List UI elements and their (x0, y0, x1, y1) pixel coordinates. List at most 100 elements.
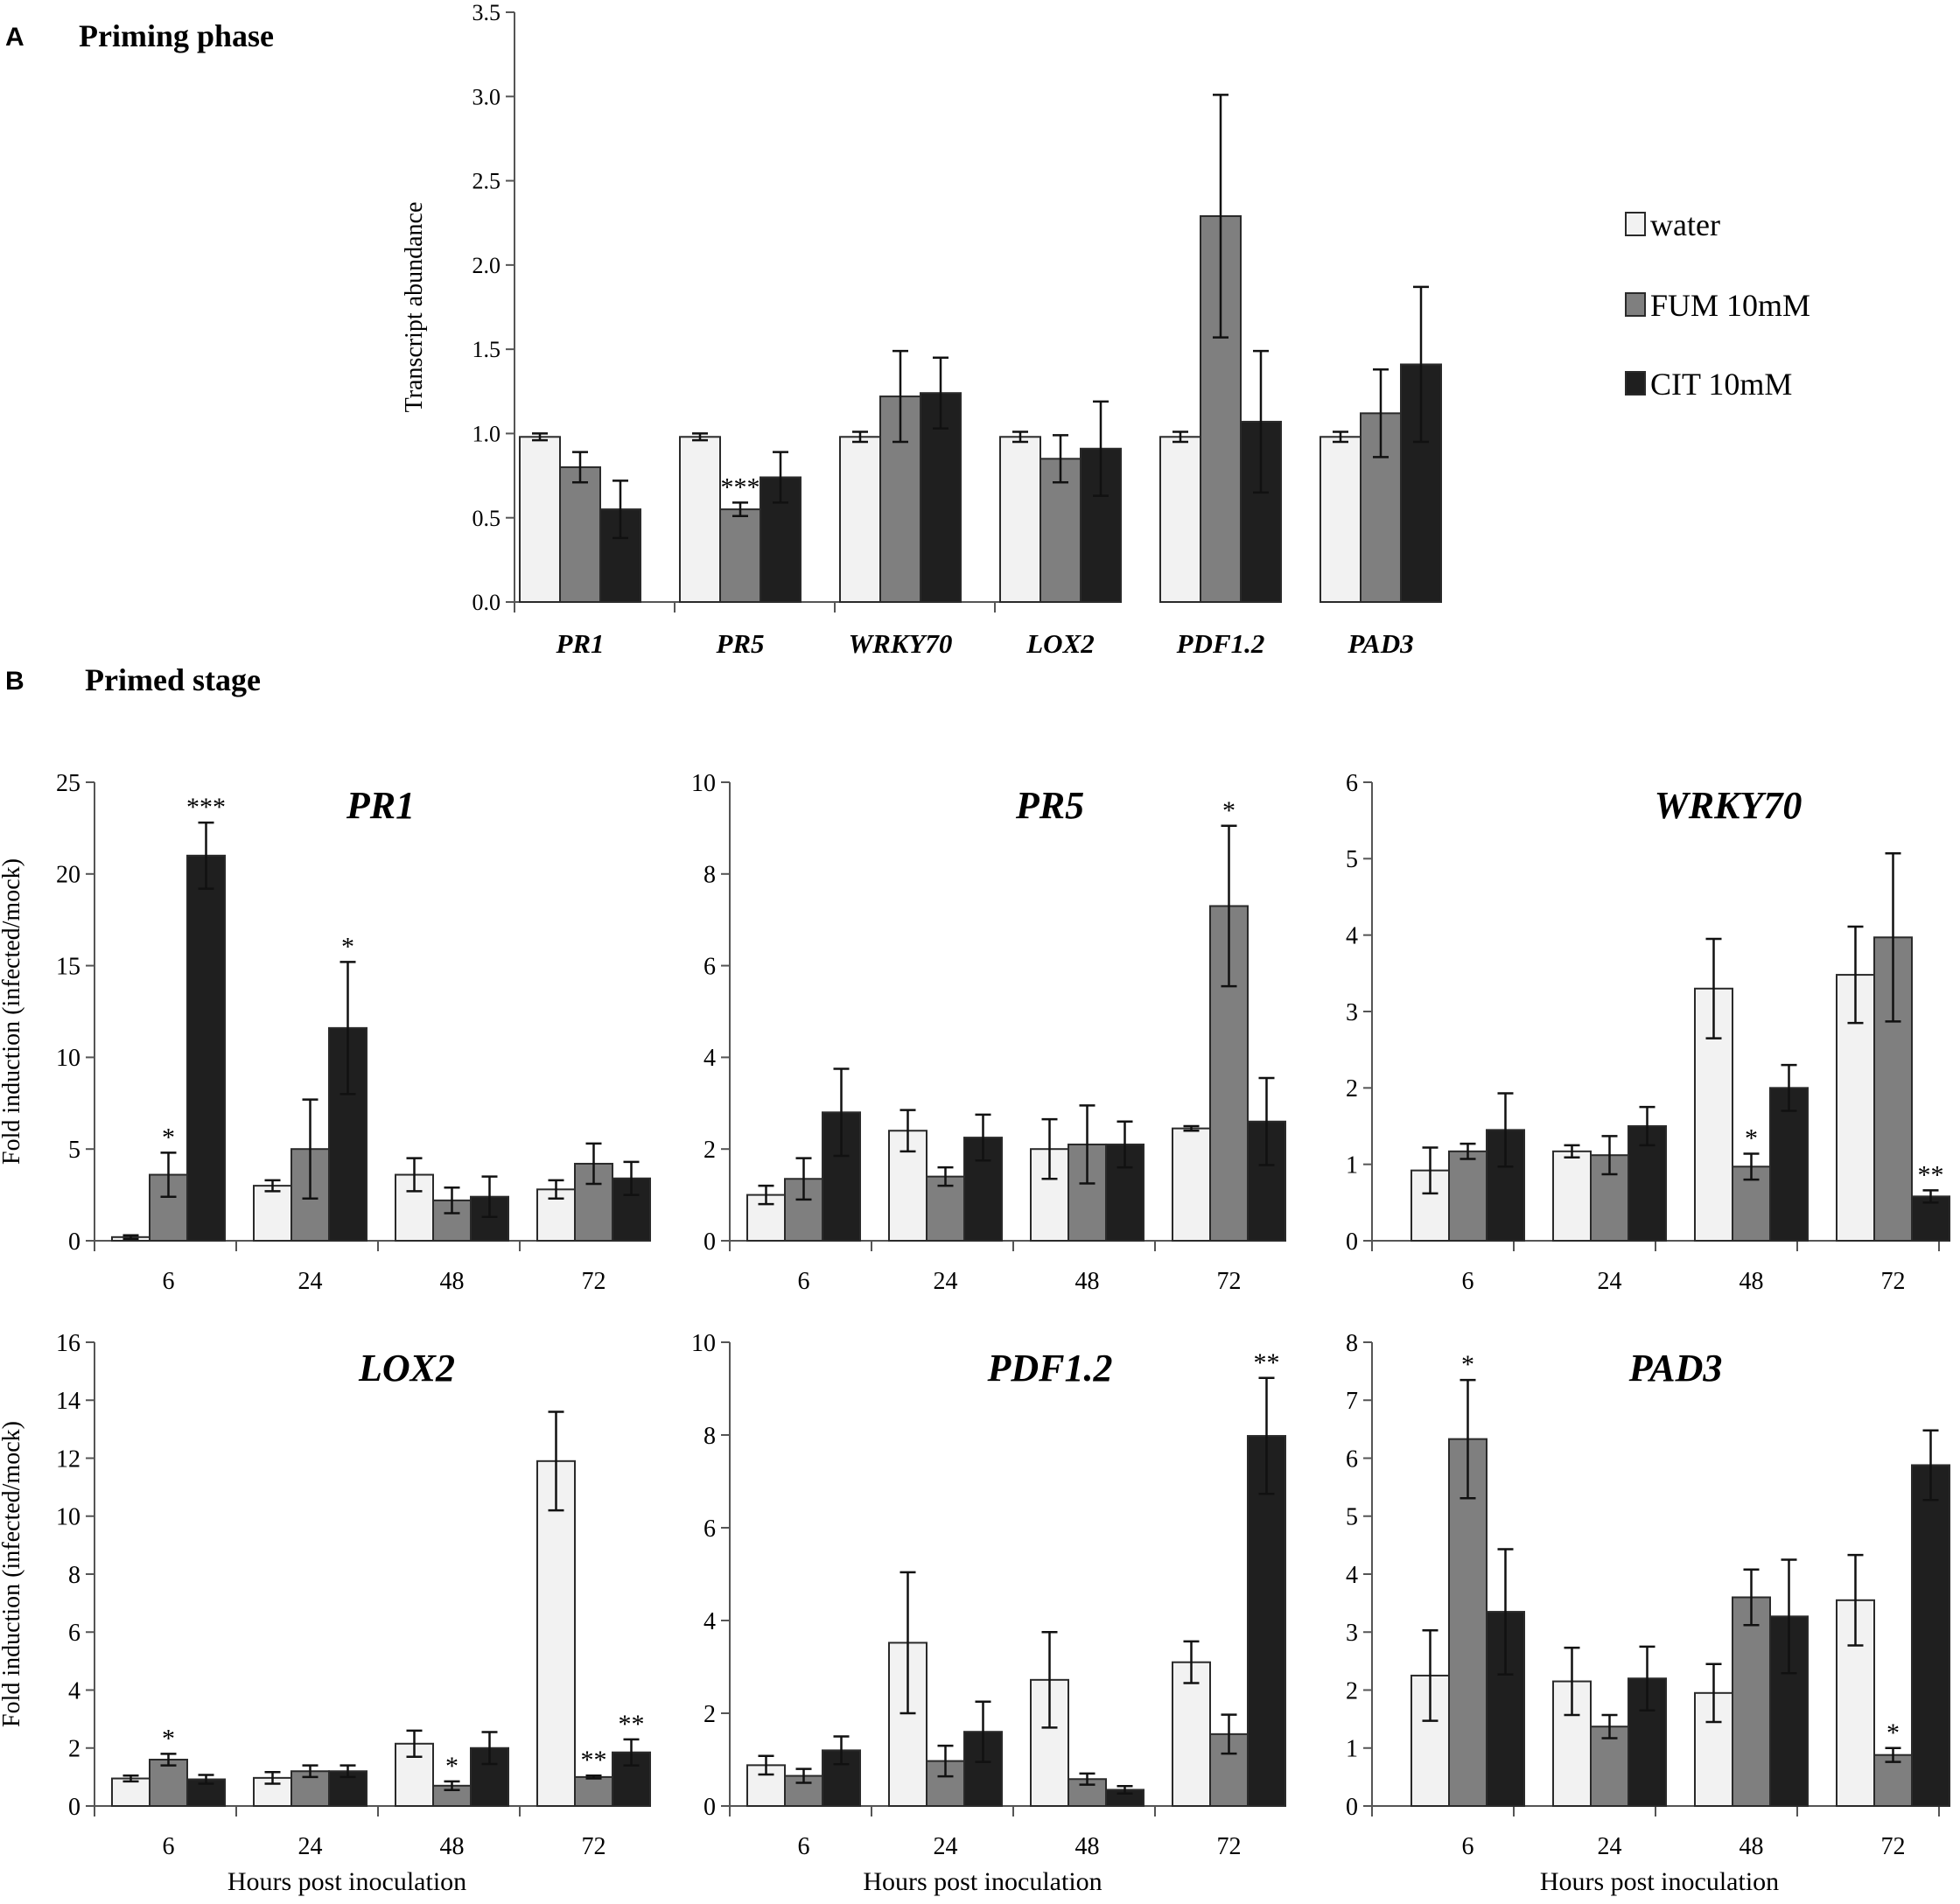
pad3-y-tick-label: 0 (1346, 1794, 1358, 1821)
pr5-bar (1105, 1143, 1144, 1242)
pr1-category-label: 48 (440, 1268, 465, 1295)
pr1-y-tick-label: 20 (56, 862, 80, 889)
lox2-y-tick-label: 12 (56, 1446, 80, 1473)
priming-y-tick-label: 2.0 (472, 253, 501, 278)
priming-category-label: PR1 (555, 628, 604, 659)
wrky70-significance-label: ** (1918, 1160, 1944, 1189)
wrky70-y-tick-label: 5 (1346, 846, 1358, 873)
pad3-y-tick-label: 7 (1346, 1388, 1358, 1415)
pr1-bar (328, 1026, 368, 1242)
priming-legend-swatch (1625, 371, 1646, 396)
pr1-bar (253, 1185, 292, 1242)
priming-bar (999, 436, 1041, 603)
lox2-y-tick-label: 14 (56, 1388, 80, 1415)
lox2-chart-title: LOX2 (358, 1347, 455, 1390)
priming-legend-swatch (1625, 212, 1646, 236)
pad3-significance-label: * (1461, 1350, 1474, 1379)
pad3-category-label: 24 (1598, 1833, 1622, 1860)
lox2-significance-label: ** (619, 1710, 645, 1739)
priming-bar (839, 436, 881, 603)
pr1-category-label: 24 (298, 1268, 323, 1295)
wrky70-chart-title: WRKY70 (1655, 784, 1802, 827)
pdf12-category-label: 24 (934, 1833, 958, 1860)
lox2-bar (395, 1742, 434, 1807)
pr5-y-tick-label: 6 (704, 953, 716, 980)
lox2-bar (111, 1777, 150, 1807)
wrky70-category-label: 72 (1881, 1268, 1906, 1295)
panel-a-letter: A (5, 23, 24, 52)
priming-significance-label: *** (721, 472, 760, 501)
lox2-category-label: 24 (298, 1833, 323, 1860)
priming-y-tick-label: 2.5 (472, 169, 501, 194)
wrky70-y-tick-label: 4 (1346, 922, 1358, 949)
pdf12-y-tick-label: 6 (704, 1516, 716, 1543)
pdf12-bar (1247, 1435, 1286, 1808)
wrky70-category-label: 6 (1462, 1268, 1474, 1295)
priming-category-label: WRKY70 (849, 628, 953, 659)
priming-y-tick-label: 3.5 (472, 0, 501, 25)
priming-bar (1320, 436, 1362, 603)
panel-b-letter: B (5, 667, 24, 696)
priming-bar (679, 436, 721, 603)
lox2-significance-label: * (162, 1724, 175, 1753)
wrky70-y-tick-label: 6 (1346, 770, 1358, 797)
pdf12-y-tick-label: 8 (704, 1423, 716, 1450)
wrky70-category-label: 24 (1598, 1268, 1622, 1295)
priming-legend-label: water (1650, 207, 1720, 242)
pdf12-x-axis-label: Hours post inoculation (863, 1867, 1102, 1896)
pad3-y-tick-label: 2 (1346, 1677, 1358, 1704)
pad3-y-tick-label: 4 (1346, 1562, 1358, 1589)
pr5-category-label: 48 (1075, 1268, 1100, 1295)
wrky70-bar (1769, 1087, 1809, 1242)
lox2-y-tick-label: 10 (56, 1504, 80, 1531)
pad3-significance-label: * (1886, 1718, 1900, 1747)
pr1-category-label: 72 (582, 1268, 606, 1295)
priming-y-tick-label: 1.0 (472, 422, 501, 447)
pr5-bar (926, 1175, 965, 1242)
pr5-category-label: 24 (934, 1268, 958, 1295)
wrky70-y-tick-label: 0 (1346, 1228, 1358, 1256)
lox2-bar (149, 1759, 188, 1807)
priming-category-label: PDF1.2 (1176, 628, 1265, 659)
pad3-bar (1732, 1596, 1771, 1807)
pad3-y-tick-label: 1 (1346, 1736, 1358, 1763)
lox2-category-label: 48 (440, 1833, 465, 1860)
pr1-chart-title: PR1 (346, 784, 415, 827)
lox2-category-label: 6 (163, 1833, 175, 1860)
pr1-y-tick-label: 10 (56, 1045, 80, 1072)
priming-y-tick-label: 0.0 (472, 590, 501, 615)
pdf12-y-tick-label: 0 (704, 1794, 716, 1821)
wrky70-category-label: 48 (1740, 1268, 1764, 1295)
pr1-y-tick-label: 0 (68, 1228, 80, 1256)
wrky70-significance-label: * (1745, 1124, 1758, 1152)
panel-a-title: Priming phase (79, 18, 275, 53)
pr1-category-label: 6 (163, 1268, 175, 1295)
pr5-y-tick-label: 8 (704, 862, 716, 889)
lox2-y-tick-label: 16 (56, 1330, 80, 1357)
priming-legend-label: FUM 10mM (1650, 288, 1810, 323)
lox2-y-tick-label: 0 (68, 1794, 80, 1821)
wrky70-bar (1911, 1195, 1950, 1242)
pad3-category-label: 6 (1462, 1833, 1474, 1860)
pdf12-y-tick-label: 10 (691, 1330, 716, 1357)
wrky70-y-tick-label: 1 (1346, 1152, 1358, 1179)
pdf12-category-label: 48 (1075, 1833, 1100, 1860)
priming-y-tick-label: 0.5 (472, 506, 501, 531)
priming-bar (1159, 436, 1201, 603)
pr1-y-axis-label: Fold induction (infected/mock) (0, 858, 25, 1165)
panel-b-title: Primed stage (85, 662, 261, 697)
pr1-bar (612, 1177, 651, 1242)
pr5-y-tick-label: 2 (704, 1137, 716, 1164)
priming-category-label: PR5 (715, 628, 764, 659)
pdf12-y-tick-label: 2 (704, 1701, 716, 1728)
pad3-x-axis-label: Hours post inoculation (1540, 1867, 1779, 1896)
pr1-y-tick-label: 15 (56, 953, 80, 980)
pdf12-category-label: 6 (798, 1833, 810, 1860)
lox2-bar (574, 1775, 613, 1807)
priming-bar (559, 466, 601, 604)
pr5-y-tick-label: 0 (704, 1228, 716, 1256)
priming-y-tick-label: 1.5 (472, 337, 501, 362)
lox2-y-tick-label: 6 (68, 1620, 80, 1647)
lox2-y-axis-label: Fold induction (infected/mock) (0, 1421, 25, 1727)
